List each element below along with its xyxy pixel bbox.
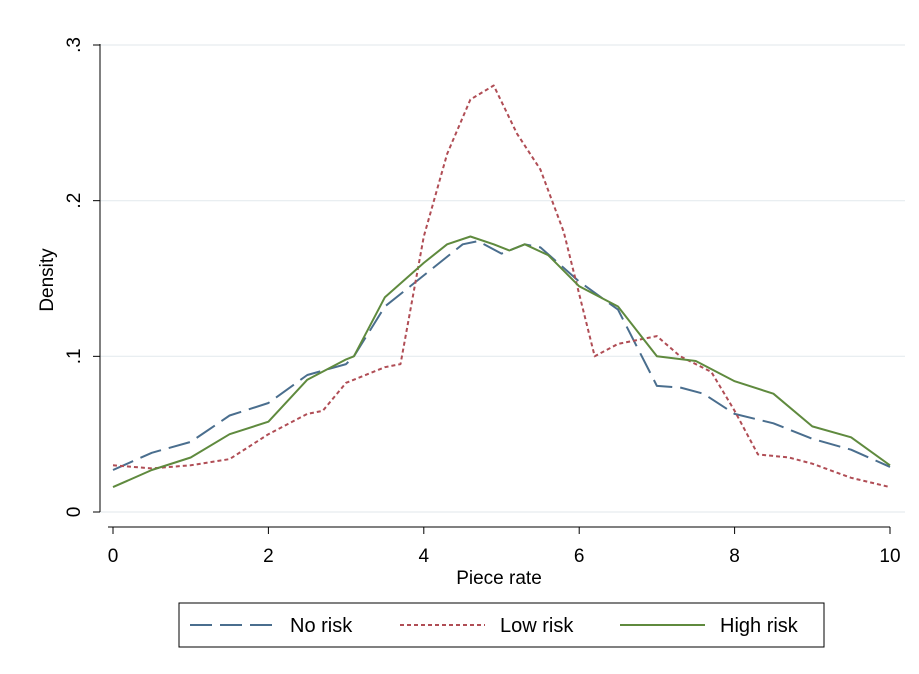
gridlines	[100, 44, 905, 513]
x-tick-label-5: 10	[879, 546, 900, 567]
series-line-low-risk	[112, 84, 891, 489]
series-line-high-risk	[112, 235, 891, 489]
series-line-no-risk	[112, 240, 891, 471]
series-lines	[112, 84, 891, 489]
legend: No risk Low risk High risk	[178, 602, 825, 648]
legend-label-low-risk: Low risk	[500, 615, 574, 637]
x-tick-label-3: 6	[574, 546, 585, 567]
legend-box	[178, 602, 825, 648]
y-axis-title: Density	[37, 248, 58, 312]
x-tick-label-4: 8	[729, 546, 740, 567]
x-tick-label-0: 0	[108, 546, 119, 567]
x-ticks: 0 2 4 6 8 10	[108, 527, 901, 567]
x-tick-label-2: 4	[419, 546, 430, 567]
x-axis-title: Piece rate	[456, 568, 542, 589]
x-tick-label-1: 2	[263, 546, 274, 567]
y-tick-label-2: .2	[64, 193, 85, 209]
y-ticks: 0 .1 .2 .3	[64, 37, 100, 517]
y-tick-label-0: 0	[64, 507, 85, 518]
legend-label-high-risk: High risk	[720, 615, 799, 637]
legend-label-no-risk: No risk	[290, 615, 353, 637]
y-tick-label-1: .1	[64, 348, 85, 364]
axes	[99, 44, 890, 528]
y-tick-label-3: .3	[64, 37, 85, 53]
